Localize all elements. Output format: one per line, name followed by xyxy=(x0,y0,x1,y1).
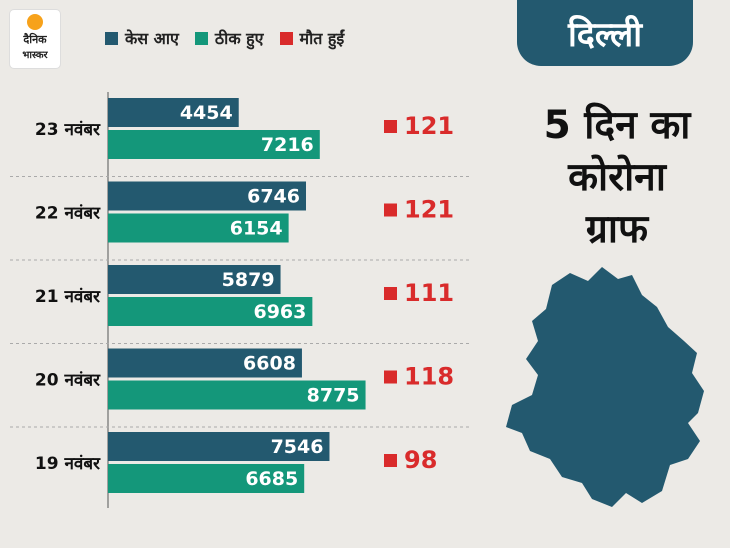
category-label: 21 नवंबर xyxy=(35,287,101,307)
legend-label-recovered: ठीक हुए xyxy=(214,29,264,48)
bar-recovered xyxy=(108,380,366,410)
logo-line-1: दैनिक xyxy=(23,33,47,46)
sun-icon xyxy=(27,14,43,30)
category-label: 19 नवंबर xyxy=(35,454,101,474)
data-label-deaths: 121 xyxy=(404,196,454,224)
data-label-recovered: 8775 xyxy=(307,385,360,407)
data-label-recovered: 6685 xyxy=(245,468,298,490)
legend-label-deaths: मौत हुईं xyxy=(299,29,345,48)
data-label-cases: 6746 xyxy=(247,186,300,208)
bar-cases xyxy=(108,265,281,294)
deaths-marker xyxy=(384,287,397,300)
region-tab: दिल्ली xyxy=(517,0,693,66)
category-label: 22 नवंबर xyxy=(35,204,101,224)
right-panel: दिल्ली 5 दिन का कोरोना ग्राफ xyxy=(506,0,730,548)
data-label-recovered: 6963 xyxy=(253,301,306,323)
category-label: 20 नवंबर xyxy=(35,371,101,391)
bar-recovered xyxy=(108,213,289,243)
headline-line-1: 5 दिन का xyxy=(543,103,691,148)
data-label-deaths: 118 xyxy=(404,363,454,391)
deaths-marker xyxy=(384,203,397,217)
data-label-deaths: 98 xyxy=(404,446,437,474)
bar-recovered xyxy=(108,297,313,326)
deaths-marker xyxy=(384,370,397,384)
data-label-cases: 4454 xyxy=(180,102,233,124)
deaths-marker xyxy=(384,120,397,133)
legend-swatch-cases xyxy=(105,31,118,45)
legend-item-cases: केस आए xyxy=(105,27,179,49)
category-label: 23 नवंबर xyxy=(35,120,101,140)
legend-swatch-recovered xyxy=(194,31,208,45)
delhi-map-shape xyxy=(506,267,704,507)
data-label-deaths: 111 xyxy=(404,279,454,307)
data-label-recovered: 6154 xyxy=(230,218,283,240)
bar-cases xyxy=(108,432,330,461)
logo-line-2: भास्कर xyxy=(22,50,48,61)
bar-recovered xyxy=(108,130,320,159)
headline-line-3: ग्राफ xyxy=(585,207,649,252)
data-label-cases: 6608 xyxy=(243,353,296,375)
bar-recovered xyxy=(108,464,305,493)
data-label-deaths: 121 xyxy=(404,112,454,140)
legend-label-cases: केस आए xyxy=(125,29,179,48)
dainik-bhaskar-logo: दैनिक भास्कर xyxy=(10,10,60,68)
data-label-recovered: 7216 xyxy=(261,134,314,156)
chart-legend: केस आए ठीक हुए मौत हुईं xyxy=(105,27,344,49)
delhi-map-icon xyxy=(506,267,704,507)
data-label-cases: 5879 xyxy=(222,269,275,291)
legend-item-recovered: ठीक हुए xyxy=(194,27,264,49)
deaths-marker xyxy=(384,454,397,467)
bar-chart: 23 नवंबर 4454 7216 121 22 नवंबर 6746 6154 121 21… xyxy=(10,92,470,508)
bar-cases xyxy=(108,348,302,378)
legend-item-deaths: मौत हुईं xyxy=(279,27,345,49)
headline-line-2: कोरोना xyxy=(568,155,666,200)
bar-cases xyxy=(108,98,239,127)
bar-cases xyxy=(108,181,306,211)
data-label-cases: 7546 xyxy=(271,436,324,458)
legend-swatch-deaths xyxy=(279,31,293,45)
